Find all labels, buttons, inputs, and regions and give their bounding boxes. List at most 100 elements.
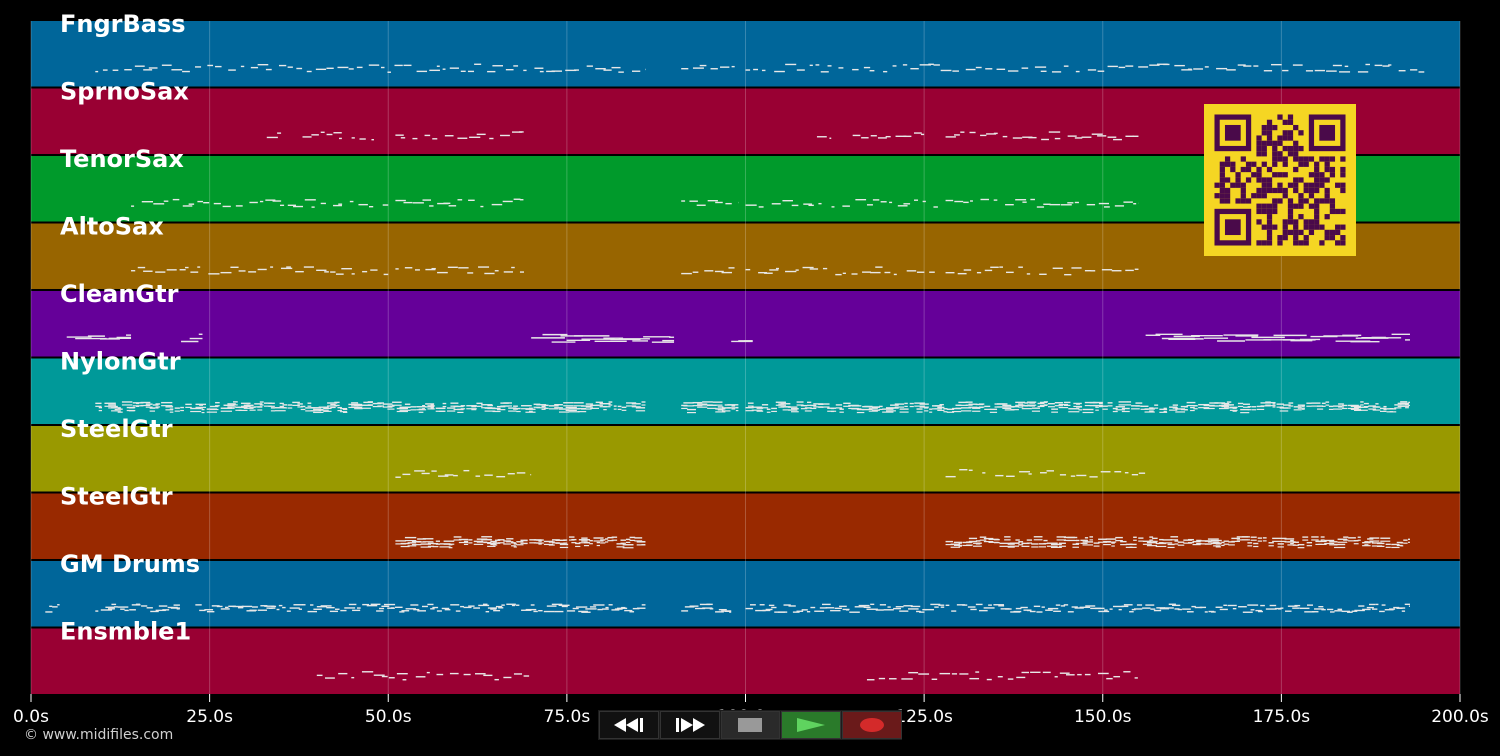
track-lane (31, 426, 1460, 492)
qr-finder-core (1224, 219, 1241, 236)
track-lane (31, 21, 1460, 87)
time-gridlines (30, 21, 1461, 696)
stop-button[interactable] (720, 711, 781, 739)
qr-module (1287, 119, 1294, 125)
qr-module (1324, 161, 1330, 167)
qr-module (1277, 187, 1283, 194)
qr-module (1324, 214, 1330, 220)
qr-module (1266, 182, 1273, 188)
qr-module (1329, 235, 1336, 241)
qr-module (1240, 198, 1246, 204)
qr-module (1261, 124, 1267, 131)
qr-module (1340, 172, 1346, 178)
qr-module (1256, 203, 1262, 209)
qr-module (1261, 187, 1267, 194)
qr-module (1335, 240, 1341, 246)
qr-module (1219, 161, 1225, 167)
qr-module (1319, 198, 1325, 204)
qr-module (1293, 166, 1299, 173)
qr-module (1335, 224, 1341, 230)
tick-label: 200.0s (1431, 707, 1489, 727)
qr-module (1266, 140, 1273, 146)
qr-module (1293, 229, 1299, 236)
track-label: GM Drums (60, 550, 200, 578)
qr-module (1314, 208, 1320, 215)
record-button[interactable] (842, 711, 902, 739)
qr-module (1293, 187, 1299, 194)
qr-module (1340, 240, 1346, 246)
qr-module (1277, 151, 1283, 157)
qr-module (1340, 156, 1346, 162)
qr-module (1240, 166, 1246, 173)
qr-module (1277, 172, 1283, 178)
qr-module (1282, 224, 1288, 230)
qr-module (1256, 140, 1262, 146)
qr-module (1235, 198, 1241, 204)
qr-module (1245, 161, 1252, 167)
qr-module (1230, 161, 1236, 167)
qr-module (1261, 140, 1267, 146)
qr-module (1256, 151, 1262, 157)
qr-module (1282, 193, 1288, 199)
qr-module (1256, 135, 1262, 141)
qr-module (1224, 193, 1231, 199)
stop-icon (738, 718, 763, 732)
qr-module (1303, 224, 1309, 230)
qr-module (1293, 156, 1299, 162)
track-label: SteelGtr (60, 415, 173, 443)
qr-module (1324, 193, 1330, 199)
qr-module (1261, 240, 1267, 246)
qr-module (1251, 172, 1257, 178)
qr-finder-core (1319, 124, 1336, 141)
qr-module (1298, 229, 1304, 236)
qr-module (1272, 156, 1278, 162)
track-label: SprnoSax (60, 78, 189, 106)
track-label: CleanGtr (60, 280, 179, 308)
qr-module (1224, 198, 1231, 204)
qr-module (1261, 203, 1267, 209)
qr-module (1266, 219, 1273, 225)
qr-code (1204, 104, 1356, 256)
qr-module (1266, 177, 1273, 183)
qr-module (1266, 124, 1273, 131)
qr-module (1272, 145, 1278, 152)
qr-module (1293, 224, 1299, 230)
tick-label: 0.0s (13, 707, 49, 727)
qr-module (1277, 140, 1283, 146)
qr-module (1329, 156, 1336, 162)
qr-module (1303, 198, 1309, 204)
qr-module (1293, 151, 1299, 157)
qr-module (1266, 166, 1273, 173)
qr-module (1287, 203, 1294, 209)
track-labels: FngrBass SprnoSax TenorSax AltoSax CleanGtr N… (60, 10, 200, 646)
qr-module (1298, 240, 1304, 246)
qr-module (1324, 235, 1330, 241)
qr-module (1224, 187, 1231, 194)
qr-module (1235, 172, 1241, 178)
fast-forward-button[interactable] (659, 711, 720, 739)
track-label: AltoSax (60, 213, 164, 241)
track-lane (31, 628, 1460, 694)
qr-module (1319, 224, 1325, 230)
qr-module (1340, 187, 1346, 194)
qr-module (1308, 229, 1315, 236)
qr-module (1319, 172, 1325, 178)
track-label: SteelGtr (60, 483, 173, 511)
qr-module (1240, 156, 1246, 162)
qr-module (1219, 166, 1225, 173)
qr-module (1266, 229, 1273, 236)
qr-module (1272, 208, 1278, 215)
rewind-button[interactable] (599, 711, 659, 739)
track-lane (31, 561, 1460, 627)
qr-finder-core (1224, 124, 1241, 141)
play-button[interactable] (781, 711, 842, 739)
qr-module (1272, 187, 1278, 194)
qr-module (1340, 224, 1346, 230)
qr-module (1340, 182, 1346, 188)
qr-module (1261, 130, 1267, 136)
qr-module (1340, 166, 1346, 173)
qr-module (1287, 182, 1294, 188)
qr-module (1224, 156, 1231, 162)
tick-label: 50.0s (365, 707, 412, 727)
qr-module (1287, 219, 1294, 225)
